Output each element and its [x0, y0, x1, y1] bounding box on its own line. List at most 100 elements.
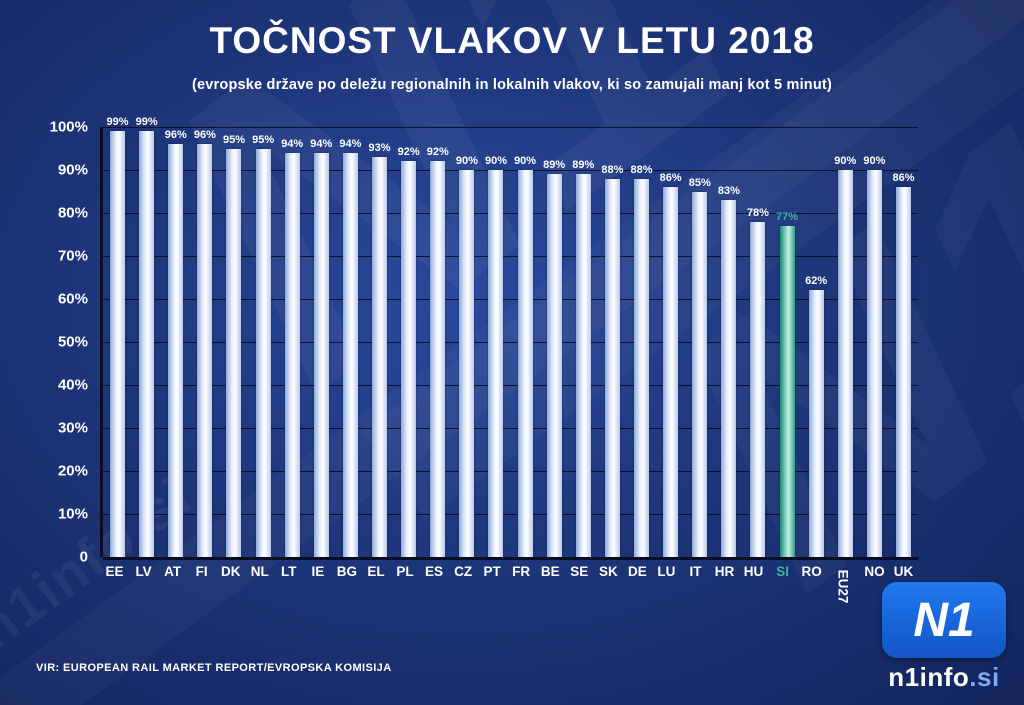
bar-value-label: 92% — [426, 146, 449, 159]
x-label-NO: NO — [864, 564, 885, 579]
n1-logo-mark: N1 — [882, 582, 1006, 658]
gridline — [103, 428, 918, 429]
bar-FR — [517, 170, 533, 557]
y-tick-label: 80% — [57, 204, 88, 222]
bar-column-LV: 99% — [132, 116, 161, 557]
bar-chart: 100% 90% 80% 70% 60% 50% 40% 30% 20% 10% 0 99% 99% 9… — [34, 116, 918, 620]
gridline — [103, 170, 918, 171]
bar-value-label: 89% — [572, 159, 595, 172]
bar-NO — [866, 170, 882, 557]
x-label-AT: AT — [164, 564, 182, 579]
bar-value-label: 93% — [368, 142, 391, 155]
bar-column-PT: 90% — [481, 127, 510, 557]
bar-value-label: 90% — [455, 155, 478, 167]
bar-LV — [139, 131, 155, 557]
bar-value-label: 85% — [688, 176, 711, 189]
bar-value-label: 96% — [164, 129, 187, 142]
x-label-DK: DK — [220, 564, 241, 579]
bars: 99% 99% 96% 96% 95% 95% 94% 94% 94% 93% 92% 92% 90% 9… — [103, 116, 918, 557]
chart-title: TOČNOST VLAKOV V LETU 2018 — [209, 20, 815, 61]
bar-column-BG: 94% — [336, 127, 365, 557]
y-tick-label: 10% — [57, 505, 88, 523]
x-label-LT: LT — [281, 564, 297, 579]
x-label-HR: HR — [714, 564, 735, 579]
y-tick-label: 100% — [49, 118, 88, 136]
y-tick-label: 40% — [57, 376, 88, 394]
chart-subtitle: (evropske države po deležu regionalnih i… — [192, 77, 832, 93]
x-axis-labels: EE LV AT FI DK NL LT IE BG EL PL ES CZ PT FR BE SE SK DE LU… — [100, 564, 918, 603]
bar-value-label: 86% — [892, 172, 915, 185]
bar-value-label: 99% — [135, 116, 158, 129]
bar-column-SI: 77% — [773, 127, 802, 557]
gridline — [103, 471, 918, 472]
y-tick-label: 30% — [57, 419, 88, 437]
x-label-CZ: CZ — [454, 564, 473, 579]
bar-FI — [197, 144, 213, 557]
bar-column-LT: 94% — [278, 127, 307, 557]
x-label-FI: FI — [195, 564, 208, 579]
bar-BE — [546, 174, 562, 557]
bar-column-DK: 95% — [219, 127, 248, 557]
x-label-LV: LV — [135, 564, 152, 579]
y-tick-label: 70% — [57, 247, 88, 265]
bar-HR — [721, 200, 737, 557]
bar-SK — [604, 178, 620, 557]
bar-column-PL: 92% — [394, 127, 423, 557]
y-tick-label: 60% — [57, 290, 88, 308]
y-tick-label: 50% — [57, 333, 88, 351]
bar-value-label: 83% — [717, 185, 740, 198]
bar-IE — [313, 152, 329, 557]
x-label-SE: SE — [570, 564, 589, 579]
bar-value-label: 95% — [222, 133, 245, 146]
bar-column-BE: 89% — [540, 127, 569, 557]
n1-logo: N1 n1info.si — [880, 582, 1008, 693]
bar-PT — [488, 170, 504, 557]
x-label-LU: LU — [657, 564, 676, 579]
gridline — [103, 514, 918, 515]
bar-value-label: 90% — [514, 155, 537, 167]
bar-column-EE: 99% — [103, 116, 132, 557]
bar-column-NL: 95% — [249, 127, 278, 557]
bar-column-RO: 62% — [802, 127, 831, 557]
bar-column-HU: 78% — [743, 127, 772, 557]
bar-SI — [779, 225, 795, 557]
x-label-PL: PL — [396, 564, 414, 579]
bar-column-IE: 94% — [307, 127, 336, 557]
bar-value-label: 78% — [746, 206, 769, 219]
bar-value-label: 62% — [805, 275, 828, 288]
x-label-EL: EL — [367, 564, 385, 579]
bar-LU — [663, 187, 679, 557]
bar-RO — [808, 290, 824, 557]
bar-value-label: 88% — [601, 163, 624, 176]
bar-HU — [750, 221, 766, 557]
bar-column-HR: 83% — [714, 127, 743, 557]
bar-column-FR: 90% — [511, 127, 540, 557]
bar-column-EU27: 90% — [831, 127, 860, 557]
gridline — [103, 299, 918, 300]
bar-value-label: 94% — [310, 137, 333, 150]
y-tick-label: 90% — [57, 161, 88, 179]
x-label-PT: PT — [483, 564, 501, 579]
gridline — [103, 557, 918, 560]
bar-column-EL: 93% — [365, 127, 394, 557]
bar-column-UK: 86% — [889, 127, 918, 557]
x-label-RO: RO — [801, 564, 822, 579]
bar-column-ES: 92% — [423, 127, 452, 557]
x-label-DE: DE — [627, 564, 647, 579]
bar-column-CZ: 90% — [452, 127, 481, 557]
bar-LT — [284, 152, 300, 557]
bar-AT — [168, 144, 184, 557]
bar-value-label: 99% — [106, 116, 129, 129]
bar-value-label: 95% — [252, 133, 275, 146]
bar-NL — [255, 148, 271, 557]
gridline — [103, 213, 918, 214]
x-label-NL: NL — [250, 564, 269, 579]
bar-column-SE: 89% — [569, 127, 598, 557]
bar-UK — [896, 187, 911, 557]
bar-EU27 — [837, 170, 853, 557]
x-label-EU27: EU27 — [835, 569, 851, 604]
bar-column-NO: 90% — [860, 127, 889, 557]
bar-SE — [575, 174, 591, 557]
y-tick-label: 0 — [79, 548, 88, 566]
